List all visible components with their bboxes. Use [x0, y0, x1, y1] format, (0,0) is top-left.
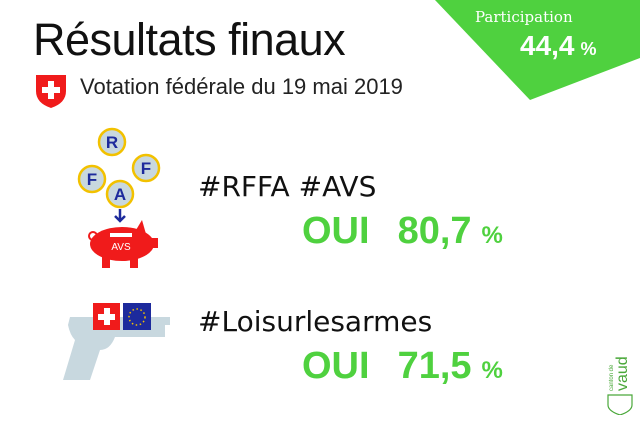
vote-tag-rffa: #RFFA #AVS	[198, 170, 377, 203]
canton-vaud-logo: vaud canton de	[607, 356, 633, 415]
vote-result-rffa: OUI 80,7%	[302, 210, 503, 252]
swiss-shield-icon	[36, 75, 66, 108]
gun-flags-icon	[63, 303, 170, 380]
svg-text:F: F	[87, 170, 97, 189]
svg-text:F: F	[141, 159, 151, 178]
svg-text:AVS: AVS	[111, 242, 131, 253]
participation-label: Participation	[475, 8, 573, 26]
vote-result-armes: OUI 71,5%	[302, 345, 503, 387]
participation-banner	[435, 0, 640, 100]
subtitle: Votation fédérale du 19 mai 2019	[80, 74, 403, 99]
vote-tag-armes: #Loisurlesarmes	[198, 305, 433, 338]
svg-text:A: A	[114, 185, 126, 204]
participation-value: 44,4%	[520, 30, 597, 61]
svg-text:R: R	[106, 133, 118, 152]
svg-text:canton de: canton de	[609, 364, 615, 391]
svg-text:vaud: vaud	[614, 356, 631, 391]
page-title: Résultats finaux	[33, 14, 346, 65]
rffa-piggy-icon: R F F A AVS	[77, 127, 161, 268]
